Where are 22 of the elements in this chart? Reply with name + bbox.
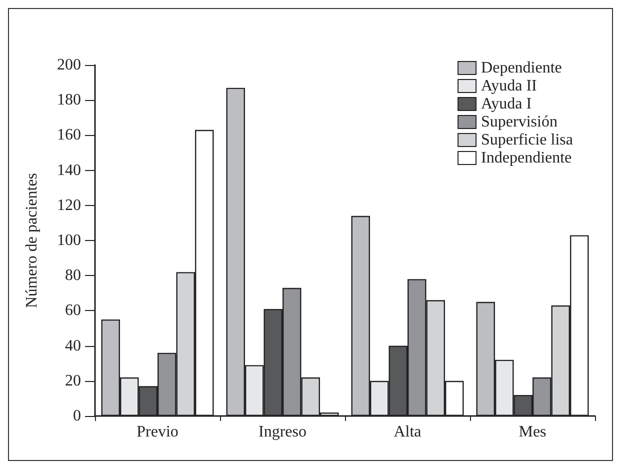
x-tick-label: Previo [136, 424, 178, 440]
y-tick-label: 80 [65, 267, 81, 284]
y-tick-label: 40 [65, 337, 81, 354]
legend-label: Dependiente [481, 60, 562, 76]
y-tick-label: 160 [57, 126, 81, 144]
x-tick-label: Alta [394, 424, 422, 440]
legend-label: Ayuda II [481, 78, 537, 94]
y-tick-label: 200 [57, 56, 81, 74]
y-tick-label: 180 [57, 92, 81, 109]
legend-label: Superficie lisa [481, 132, 573, 148]
legend-label: Ayuda I [481, 96, 532, 112]
y-axis-title: Número de pacientes [24, 172, 40, 308]
y-tick-label: 20 [65, 372, 81, 390]
y-tick-label: 100 [57, 232, 81, 249]
x-tick-label: Mes [518, 424, 546, 440]
y-tick-label: 60 [65, 302, 81, 320]
x-tick-label: Ingreso [258, 424, 306, 440]
y-tick-label: 120 [57, 196, 81, 214]
y-tick-label: 0 [73, 408, 81, 424]
y-tick-label: 140 [57, 162, 81, 179]
legend-label: Independiente [481, 150, 572, 166]
legend-label: Supervisión [481, 114, 558, 130]
